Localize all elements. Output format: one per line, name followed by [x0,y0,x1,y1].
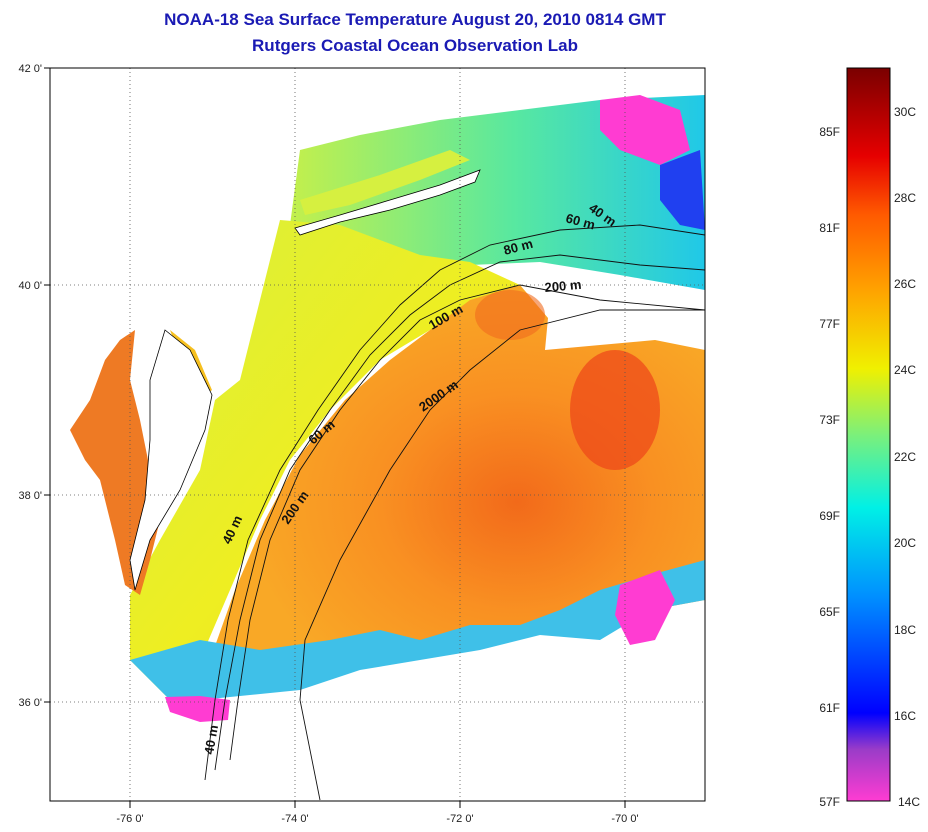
sst-magenta-patch [165,696,230,722]
sst-warm-ring [475,290,545,340]
colorbar-label-c: 18C [894,623,916,637]
isobath-label: 80 m [502,236,535,258]
map-frame [49,67,706,802]
colorbar-label-f: 61F [819,701,840,715]
colorbar-label-c: 16C [894,709,916,723]
sst-mid-shelf [130,220,520,700]
map-subtitle: Rutgers Coastal Ocean Observation Lab [252,36,578,55]
isobath-line [214,254,705,771]
isobath-label: 60 m [564,210,597,232]
land-areas [129,169,481,591]
sst-blue-patch-ne [660,150,705,230]
lon-label: -72 0' [446,813,473,825]
sst-field [70,95,705,722]
isobath-line [229,284,705,761]
lon-label: -76 0' [116,813,143,825]
colorbar-label-c: 14C [898,795,920,809]
colorbar-label-f: 85F [819,125,840,139]
colorbar-label-f: 81F [819,221,840,235]
sst-chesapeake [70,330,160,595]
lat-label: 38 0' [18,490,42,502]
lat-label: 40 0' [18,280,42,292]
lon-label: -74 0' [281,813,308,825]
colorbar-label-c: 22C [894,450,916,464]
axis-ticks [44,67,626,808]
isobath-line [204,224,705,781]
lat-label: 42 0' [18,63,42,75]
colorbar-label-c: 24C [894,363,916,377]
colorbar-label-c: 28C [894,191,916,205]
colorbar-label-c: 26C [894,277,916,291]
land-long-island [294,169,481,236]
colorbar-bar [846,67,891,802]
isobath-line [299,309,705,801]
temperature-colorbar: 85F 81F 77F 73F 69F 65F 61F 57F 30C 28C … [819,67,920,809]
map-title: NOAA-18 Sea Surface Temperature August 2… [164,10,666,29]
colorbar-label-c: 20C [894,536,916,550]
isobaths [204,224,705,801]
land-delmarva [129,329,213,591]
sst-long-island-sound [300,150,470,215]
colorbar-label-c: 30C [894,105,916,119]
colorbar-label-f: 65F [819,605,840,619]
sst-magenta-patch-se [615,570,675,645]
sst-magenta-patch-ne [600,95,690,165]
isobath-label: 200 m [544,277,582,295]
isobath-label: 40 m [201,724,221,756]
sst-north-shelf [280,95,705,380]
sst-warm-core [570,350,660,470]
colorbar-label-f: 73F [819,413,840,427]
lat-label: 36 0' [18,697,42,709]
lon-label: -70 0' [611,813,638,825]
colorbar-label-f: 77F [819,317,840,331]
sst-south-edge [130,560,705,700]
colorbar-label-f: 57F [819,795,840,809]
colorbar-label-f: 69F [819,509,840,523]
